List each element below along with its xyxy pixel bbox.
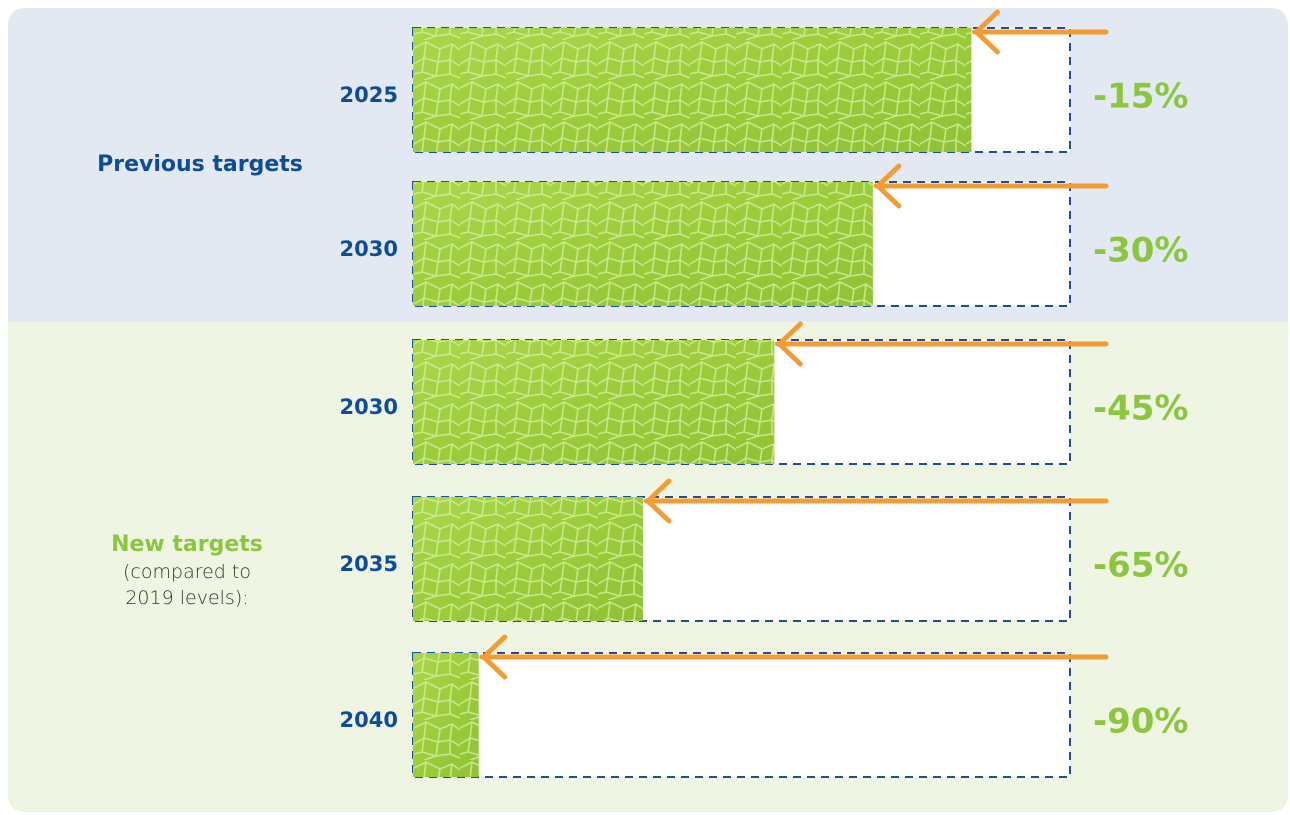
leaf-texture (413, 182, 873, 306)
group-label: New targets (compared to 2019 levels): (67, 532, 307, 611)
leaf-texture (413, 653, 479, 777)
value-label: -30% (1093, 231, 1189, 271)
category-label: 2035 (340, 552, 398, 576)
arrow (774, 321, 1109, 367)
leaf-texture (413, 497, 643, 621)
value-label: -65% (1093, 546, 1189, 586)
arrow (643, 478, 1109, 524)
category-label: 2030 (340, 237, 398, 261)
arrow (971, 9, 1109, 55)
group-title: New targets (111, 532, 263, 557)
value-label: -15% (1093, 77, 1189, 117)
group-label: Previous targets (80, 152, 320, 177)
group-title: Previous targets (97, 152, 303, 177)
value-label: -90% (1093, 702, 1189, 742)
leaf-texture (413, 28, 972, 152)
category-label: 2030 (340, 395, 398, 419)
leaf-texture (413, 340, 775, 464)
group-note: (compared to 2019 levels): (123, 561, 251, 609)
arrow (873, 163, 1109, 209)
category-label: 2025 (340, 83, 398, 107)
target-box (412, 652, 1071, 778)
category-label: 2040 (340, 708, 398, 732)
arrow (479, 634, 1109, 680)
value-label: -45% (1093, 389, 1189, 429)
